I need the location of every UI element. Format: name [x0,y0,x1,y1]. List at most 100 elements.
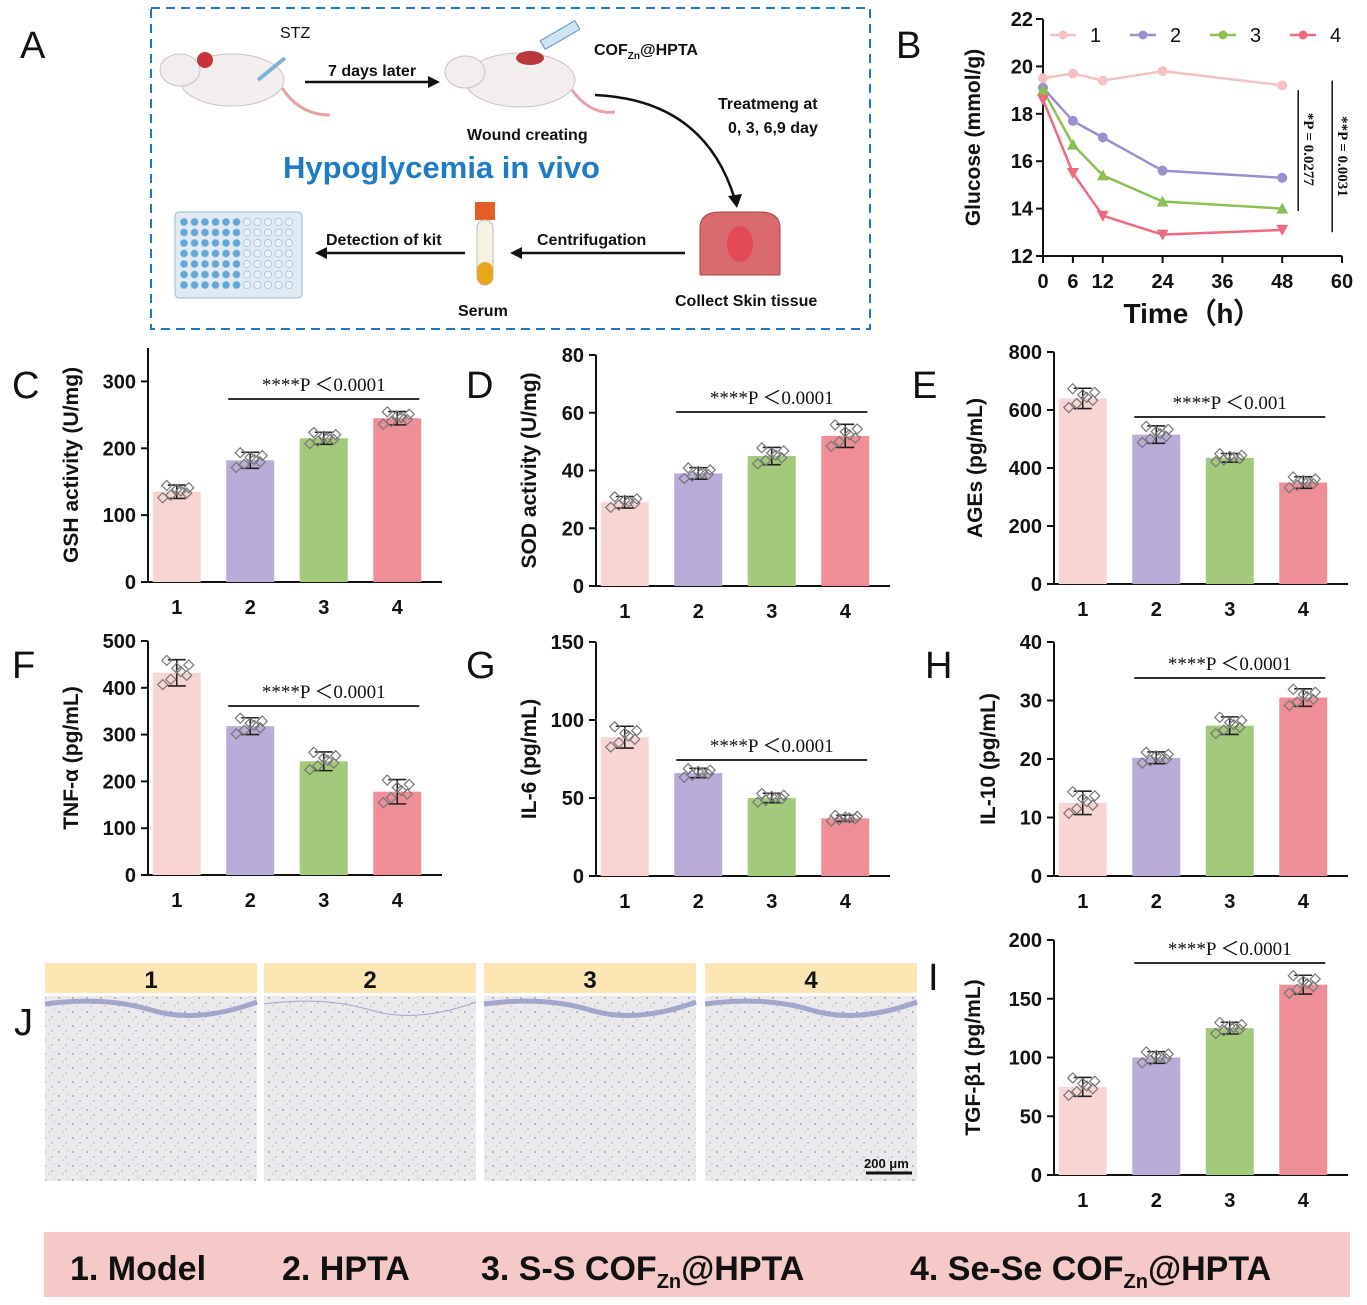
mouse-wound-illustration [444,19,616,114]
well [253,260,262,268]
data-point [775,451,788,464]
data-point [702,768,715,780]
data-point [256,449,269,462]
x-tick-label: 2 [245,890,256,912]
data-point [1287,969,1300,982]
bar-group-2 [674,773,723,876]
well [201,218,209,226]
bar-group-4 [1279,482,1328,584]
well [253,239,262,247]
x-tick-label: 3 [1224,1190,1235,1212]
well [274,270,283,279]
data-point [180,487,193,499]
arrow-curved [594,93,737,201]
data-point [630,492,643,505]
x-tick-label: 3 [766,601,777,623]
x-tick-label: 1 [1077,599,1088,621]
panel-letter-i: I [928,957,939,999]
data-point [230,461,243,474]
data-point [1088,790,1101,802]
well [211,281,220,289]
data-point [608,720,621,733]
data-point [327,757,340,769]
x-tick-label: 1 [619,601,630,623]
data-point [1140,420,1153,433]
well [201,260,209,268]
data-point [1291,479,1304,492]
data-point [704,764,717,777]
data-point [839,425,852,438]
x-tick-label: 4 [1298,1190,1310,1212]
cof-hpta-label: COFZn@HPTA [594,42,698,62]
well [285,218,293,226]
panel-f-bar-chart: F 0 100 200 300 400 500 TNF-α (pg/mL) 1 2 3 4 ****P … [12,631,442,912]
panel-letter-j: J [14,1002,33,1044]
x-tick-label: 4 [1298,599,1310,621]
data-point [1070,397,1083,410]
well [232,239,241,247]
x-tick-label: 48 [1271,271,1293,293]
data-point [1066,1072,1079,1084]
data-point [182,659,195,671]
centrifugation-label: Centrifugation [537,232,646,249]
well [274,249,283,258]
well [180,239,188,247]
data-point [1076,792,1089,805]
histology-image-1 [45,996,257,1181]
well [274,260,283,268]
panel-letter-f: F [12,645,35,687]
well [211,260,220,268]
well [274,228,283,237]
y-axis-label: IL-6 (pg/mL) [518,699,541,819]
y-tick-label: 200 [103,438,136,460]
well [253,218,262,226]
data-point [628,497,641,510]
well [264,218,272,226]
histology-header-2 [264,963,476,993]
y-tick-label: 150 [1009,989,1042,1011]
y-tick-label: 50 [562,788,584,810]
data-point [1209,727,1222,740]
data-point [755,787,768,800]
panel-e-bar-chart: E 0 200 400 600 800 AGEs (pg/mL) 1 2 3 4 ****P ＜0.0… [912,342,1348,621]
data-point [692,765,705,778]
well [264,249,272,258]
well [253,228,262,237]
well [232,228,241,237]
well [264,228,272,237]
data-point [170,662,183,675]
data-point [1154,751,1167,764]
data-point [256,715,269,727]
bar-group-4 [821,818,870,876]
well [243,239,251,247]
data-point [307,746,320,759]
serum-tube-illustration [475,202,495,286]
panel-j-histology: J 1 2 3 4 200 μm [14,963,918,1181]
data-point [1140,1046,1153,1058]
histology-label-4: 4 [804,967,818,994]
data-point [777,789,790,802]
y-tick-label: 100 [551,710,584,732]
data-point [839,811,852,824]
series-point [1038,73,1048,84]
well [285,239,293,247]
data-point [1160,1052,1173,1065]
series-point [1157,66,1168,77]
data-point [1283,987,1296,999]
legend-item-hpta: 2. HPTA [282,1250,410,1288]
y-axis-label: Glucose (mmol/g) [962,49,985,226]
data-point [618,494,631,507]
y-tick-label: 100 [1009,1048,1042,1070]
data-point [160,479,173,492]
bar-group-1 [600,502,649,586]
well [222,281,230,289]
histology-header-4 [705,963,917,993]
data-point [329,428,342,441]
x-tick-label: 3 [318,890,329,912]
group-legend-footer: 1. Model 2. HPTA 3. S-S COFZn@HPTA 4. Se… [44,1232,1350,1297]
data-point [1307,980,1320,993]
y-tick-label: 0 [573,576,584,598]
data-point [755,441,768,454]
x-tick-label: 3 [318,597,329,619]
